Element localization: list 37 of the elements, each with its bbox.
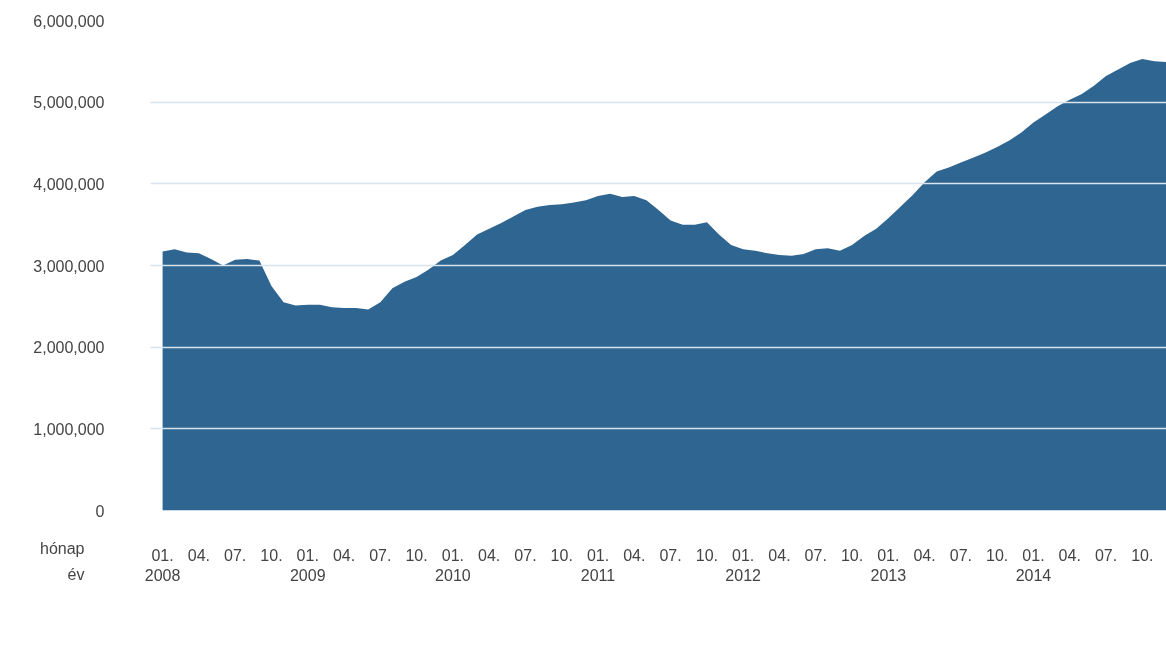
- x-tick-label: 07.: [804, 546, 827, 564]
- x-tick-label: 07.: [514, 546, 537, 564]
- y-tick-label: 5,000,000: [33, 94, 105, 112]
- x-tick-label: 04.: [332, 546, 356, 564]
- x-tick-label: 07.: [369, 546, 392, 564]
- x-tick-label: 04.: [187, 546, 211, 564]
- x-tick-label: 01. 2011: [580, 546, 616, 584]
- y-tick-label: 4,000,000: [33, 175, 105, 193]
- x-tick-label: 10.: [986, 546, 1009, 564]
- x-tick-label: 01. 2009: [289, 546, 326, 584]
- x-tick-label: 04.: [478, 546, 501, 564]
- y-tick-label: 3,000,000: [33, 257, 105, 275]
- x-tick-label: 01. 2008: [144, 546, 181, 584]
- x-tick-label: 01. 2010: [435, 546, 471, 584]
- x-tick-label: 07.: [659, 546, 682, 564]
- x-tick-label: 01. 2012: [725, 546, 762, 584]
- x-tick-label: 07.: [1094, 546, 1118, 564]
- x-tick-label: 04.: [913, 546, 936, 564]
- x-tick-label: 07.: [949, 546, 973, 564]
- text: év: [66, 565, 85, 585]
- x-tick-label: 07.: [224, 546, 247, 564]
- x-tick-label: 01. 2014: [1015, 546, 1052, 584]
- x-tick-label: 10.: [695, 546, 719, 564]
- x-tick-label: 04.: [768, 546, 791, 564]
- x-tick-label: 04.: [623, 546, 646, 564]
- x-tick-label: 10.: [840, 546, 864, 564]
- x-tick-label: 10.: [260, 546, 283, 564]
- x-tick-label: 04.: [1058, 546, 1081, 564]
- y-tick-label: 6,000,000: [33, 12, 105, 30]
- x-tick-label: 10.: [405, 546, 428, 564]
- x-tick-label: 01. 2013: [870, 546, 907, 584]
- x-tick-label: 10.: [1131, 546, 1154, 564]
- y-tick-label: 1,000,000: [33, 420, 105, 438]
- text: hónap: [40, 539, 85, 559]
- x-tick-label: 10.: [550, 546, 573, 564]
- y-tick-label: 0: [95, 502, 105, 520]
- y-tick-label: 2,000,000: [33, 339, 105, 357]
